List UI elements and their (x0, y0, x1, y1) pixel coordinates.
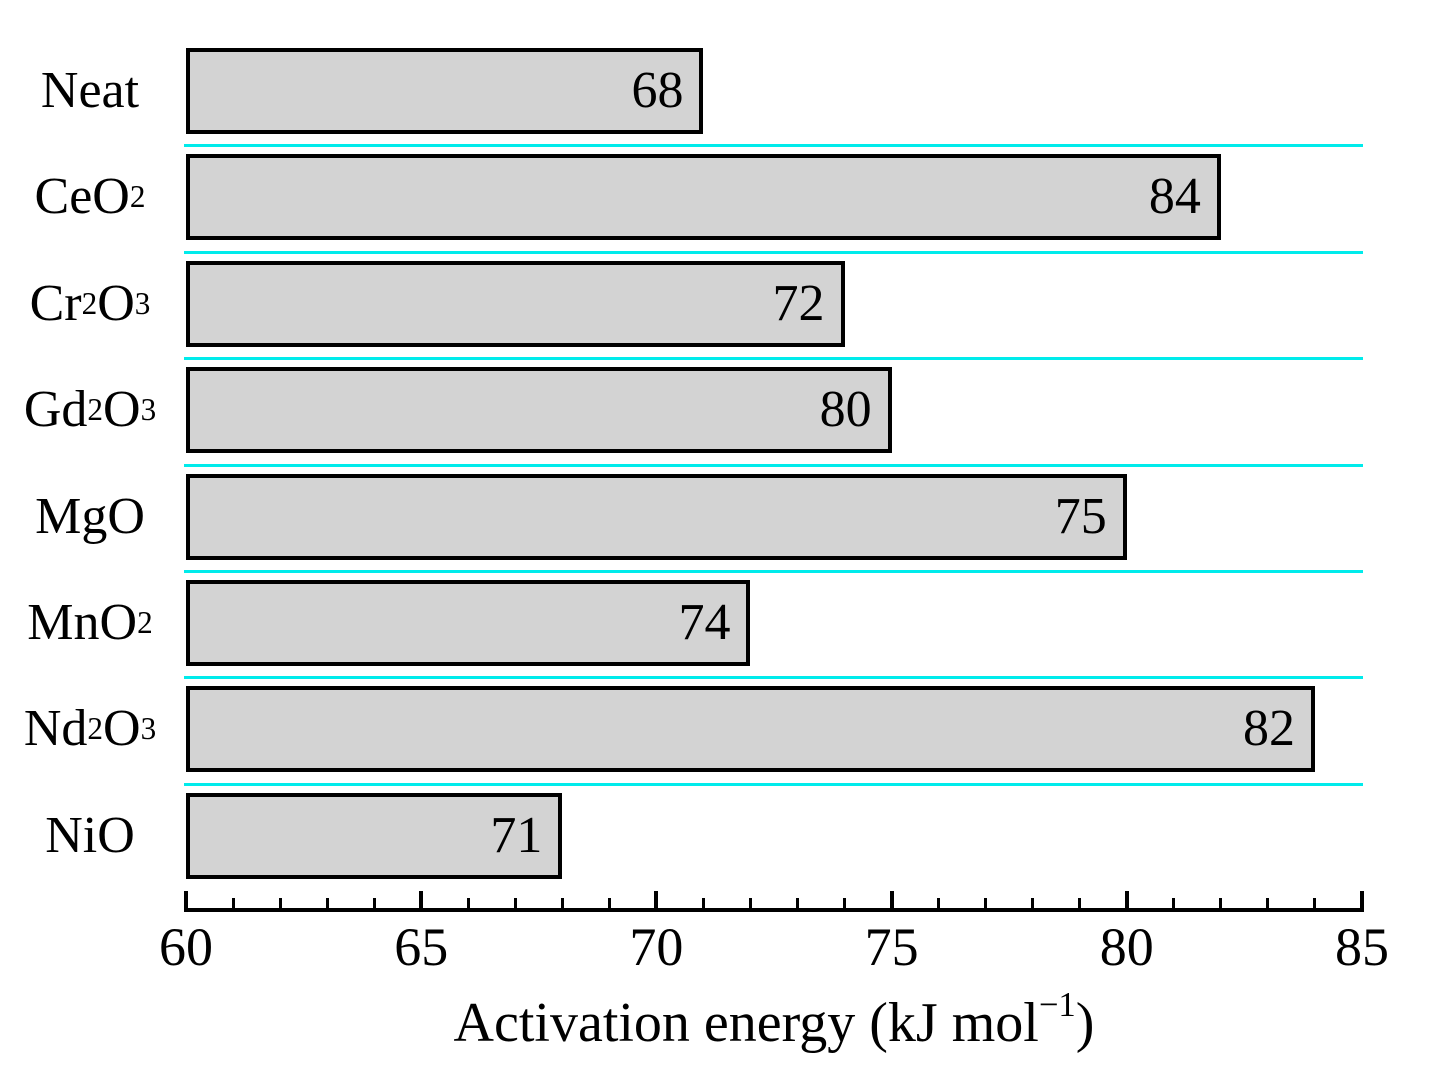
x-axis-title: Activation energy (kJ mol−1) (186, 987, 1362, 1054)
bar-value-label: 68 (631, 62, 684, 119)
bar-value-label: 72 (772, 274, 825, 332)
category-label-ceo2: CeO 2 (34, 168, 146, 226)
x-axis-minor-tick (466, 898, 470, 908)
x-axis-tick-label: 65 (394, 917, 449, 977)
category-text: Neat (40, 62, 140, 119)
x-axis-major-tick (654, 891, 659, 908)
x-axis-tick-label: 80 (1099, 917, 1154, 977)
category-text: O (97, 274, 135, 332)
bar-nio: 71 (186, 792, 563, 879)
category-text: O (103, 700, 141, 758)
x-axis-minor-tick (796, 898, 800, 908)
category-label-mno2: MnO 2 (27, 594, 153, 651)
x-axis-minor-tick (607, 898, 611, 908)
x-axis-major-tick (889, 891, 894, 908)
x-axis-minor-tick (1172, 898, 1176, 908)
x-axis-minor-tick (325, 898, 329, 908)
bar-value-label: 74 (678, 594, 731, 651)
bar-value-label: 84 (1148, 168, 1201, 226)
x-axis-tick-label: 85 (1335, 917, 1389, 977)
category-label-mgo: MgO (0, 474, 180, 560)
separator-line (184, 144, 1363, 148)
x-axis-minor-tick (843, 898, 847, 908)
bar-mno2: 74 (186, 580, 751, 666)
x-axis-major-tick (1124, 891, 1129, 908)
bar-cr2o3: 72 (186, 260, 845, 347)
x-axis-minor-tick (701, 898, 705, 908)
x-axis-title-superscript: −1 (1038, 985, 1076, 1025)
x-axis-minor-tick (1313, 898, 1317, 908)
separator-line (184, 782, 1363, 786)
category-label-gd2o3: Gd 2 O 3 (23, 381, 157, 439)
bar-value-label: 75 (1054, 487, 1107, 545)
x-axis-tick-label: 70 (629, 917, 684, 977)
category-text: O (103, 381, 141, 439)
bar-mgo: 75 (186, 473, 1127, 560)
separator-line (184, 676, 1363, 680)
x-axis-minor-tick (372, 898, 376, 908)
separator-line (184, 250, 1363, 254)
category-text: Gd (23, 381, 88, 439)
x-axis-minor-tick (748, 898, 752, 908)
x-axis-tick-label: 75 (864, 917, 919, 977)
bar-ceo2: 84 (186, 154, 1221, 241)
x-axis-minor-tick (513, 898, 517, 908)
separator-line (184, 357, 1363, 361)
x-axis-minor-tick (1078, 898, 1082, 908)
bar-gd2o3: 80 (186, 367, 892, 454)
category-label-nd2o3: Nd 2 O 3 (23, 700, 157, 758)
category-text: MnO (27, 594, 138, 651)
x-axis-minor-tick (1219, 898, 1223, 908)
x-axis-minor-tick (231, 898, 235, 908)
x-axis-major-tick (1360, 891, 1364, 908)
category-label-neat: Neat (0, 48, 180, 134)
category-text: MgO (35, 487, 145, 545)
category-text: Cr (29, 274, 82, 332)
category-text: CeO (34, 168, 130, 226)
x-axis-minor-tick (560, 898, 564, 908)
x-axis-minor-tick (278, 898, 282, 908)
category-text: NiO (45, 806, 135, 864)
x-axis-title-suffix: ) (1075, 992, 1095, 1054)
x-axis-minor-tick (937, 898, 941, 908)
bar-value-label: 82 (1242, 700, 1295, 758)
bar-nd2o3: 82 (186, 686, 1315, 773)
bar-value-label: 80 (819, 381, 872, 439)
x-axis-title-text: Activation energy (kJ mol (453, 992, 1039, 1054)
x-axis-minor-tick (984, 898, 988, 908)
bar-value-label: 71 (490, 806, 543, 864)
x-axis-tick-label: 60 (159, 917, 213, 977)
x-axis-minor-tick (1266, 898, 1270, 908)
x-axis-line (184, 908, 1364, 912)
x-axis-major-tick (419, 891, 424, 908)
category-label-cr2o3: Cr 2 O 3 (29, 274, 151, 332)
bar-neat: 68 (186, 48, 704, 134)
separator-line (184, 570, 1363, 573)
category-text: Nd (23, 700, 88, 758)
x-axis-minor-tick (1031, 898, 1035, 908)
separator-line (184, 463, 1363, 467)
x-axis-major-tick (184, 891, 188, 908)
category-label-nio: NiO (0, 793, 180, 879)
